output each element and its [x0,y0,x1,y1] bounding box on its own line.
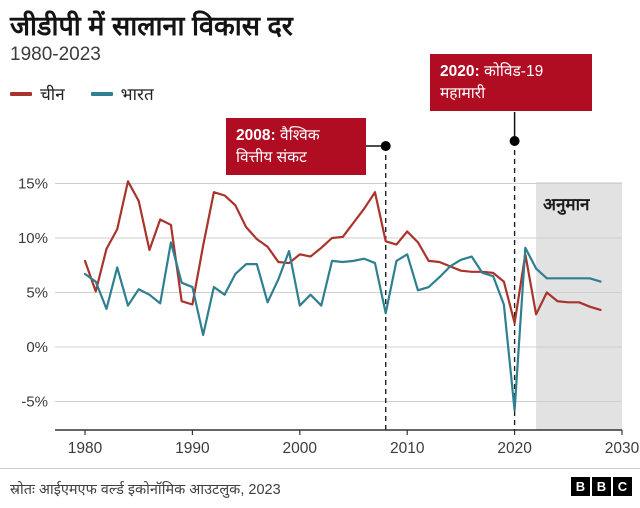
chart-subtitle: 1980-2023 [10,44,101,65]
annotation-2008-year: 2008: [236,127,276,144]
india-line-swatch [90,91,113,96]
y-tick-label: 15% [18,176,48,193]
legend-label-china: चीन [40,85,65,104]
x-tick-label: 2020 [497,440,532,457]
page-title: जीडीपी में सालाना विकास दर [10,11,293,41]
india-series-line [83,241,602,412]
annotation-2020-year: 2020: [440,63,480,80]
event-dot-2008 [380,141,391,151]
china-line-swatch [10,91,32,96]
legend-item-china: चीन [10,82,65,105]
y-tick-label: -5% [21,394,48,411]
legend: चीन भारत [10,82,154,105]
bbc-logo-letter: B [571,477,590,496]
bbc-logo-letter: B [592,477,611,496]
source-text: स्रोतः आईएमएफ वर्ल्ड इकोनॉमिक आउटलुक, 20… [10,482,281,498]
x-tick-label: 2010 [390,440,425,457]
footer-divider [0,468,640,469]
annotation-2020-text: कोविड-19 महामारी [440,63,544,102]
legend-item-india: भारत [90,82,154,105]
annotation-2008-text: वैश्विक वित्तीय संकट [236,127,320,166]
annotation-2020-covid: 2020: कोविड-19 महामारी [430,54,592,112]
forecast-region [536,182,622,430]
forecast-label: अनुमान [543,195,590,214]
x-tick-label: 2030 [605,440,640,457]
event-dot-2020 [509,136,520,146]
x-tick-label: 1980 [68,440,103,457]
y-tick-label: 5% [26,285,48,302]
bbc-logo: B B C [571,477,632,496]
bbc-logo-letter: C [613,477,632,496]
china-series-line [83,180,602,325]
x-tick-label: 2000 [283,440,318,457]
x-tick-label: 1990 [175,440,210,457]
legend-label-india: भारत [120,85,154,104]
y-tick-label: 0% [26,339,48,356]
annotation-2008-financial-crisis: 2008: वैश्विक वित्तीय संकट [226,118,366,176]
y-tick-label: 10% [18,230,48,247]
